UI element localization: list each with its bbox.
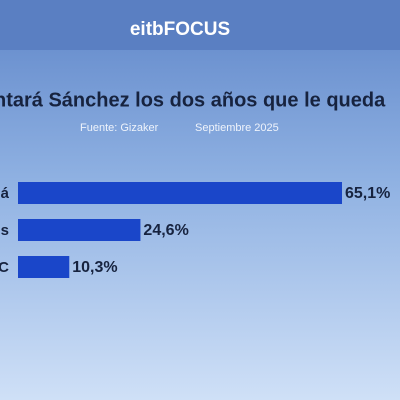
category-label: C: [0, 259, 9, 276]
brand-logo: eitbFOCUS: [130, 19, 230, 40]
header-bar: [0, 0, 400, 50]
bar: [18, 219, 141, 241]
chart-title: ntará Sánchez los dos años que le queda: [0, 89, 386, 111]
category-label: á: [1, 185, 10, 202]
value-label: 24,6%: [143, 222, 188, 239]
bar: [18, 182, 343, 204]
source: Fuente: Gizaker: [80, 122, 159, 134]
bar: [18, 256, 70, 278]
value-label: 65,1%: [345, 185, 390, 202]
value-label: 10,3%: [72, 259, 117, 276]
date: Septiembre 2025: [195, 122, 279, 134]
category-label: s: [1, 222, 9, 239]
